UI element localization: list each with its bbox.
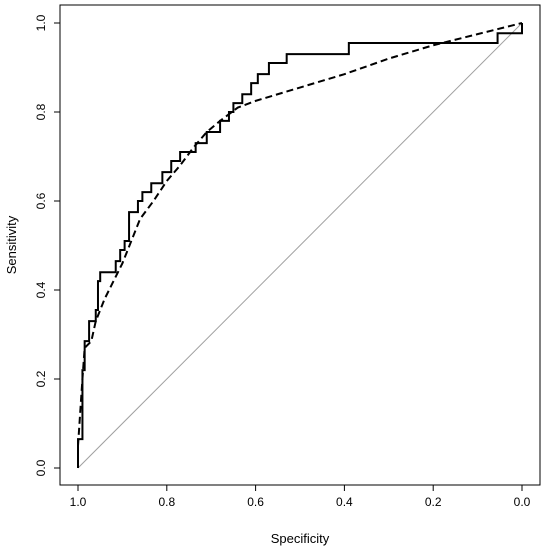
y-tick-label: 0.0 bbox=[34, 459, 48, 476]
roc-curve-solid bbox=[77, 23, 523, 468]
y-tick-label: 0.2 bbox=[34, 370, 48, 387]
y-axis-title: Sensitivity bbox=[4, 215, 19, 274]
x-tick-label: 0.4 bbox=[336, 495, 353, 509]
roc-curve-dashed bbox=[77, 22, 523, 446]
plot-area bbox=[77, 22, 523, 469]
y-tick-label: 0.6 bbox=[34, 192, 48, 209]
x-axis-title: Specificity bbox=[271, 531, 330, 546]
x-tick-label: 0.2 bbox=[425, 495, 442, 509]
y-tick-label: 0.4 bbox=[34, 281, 48, 298]
axes: 1.0 0.8 0.6 0.4 0.2 0.0 0.0 0.2 0.4 0.6 0.8 1.0 bbox=[34, 4, 541, 509]
y-tick-label: 0.8 bbox=[34, 103, 48, 120]
plot-frame bbox=[59, 4, 541, 486]
x-tick-label: 0.8 bbox=[158, 495, 175, 509]
y-tick-label: 1.0 bbox=[34, 14, 48, 31]
x-tick-label: 0.0 bbox=[514, 495, 531, 509]
x-tick-label: 0.6 bbox=[247, 495, 264, 509]
reference-diagonal bbox=[77, 22, 523, 469]
x-tick-label: 1.0 bbox=[70, 495, 87, 509]
